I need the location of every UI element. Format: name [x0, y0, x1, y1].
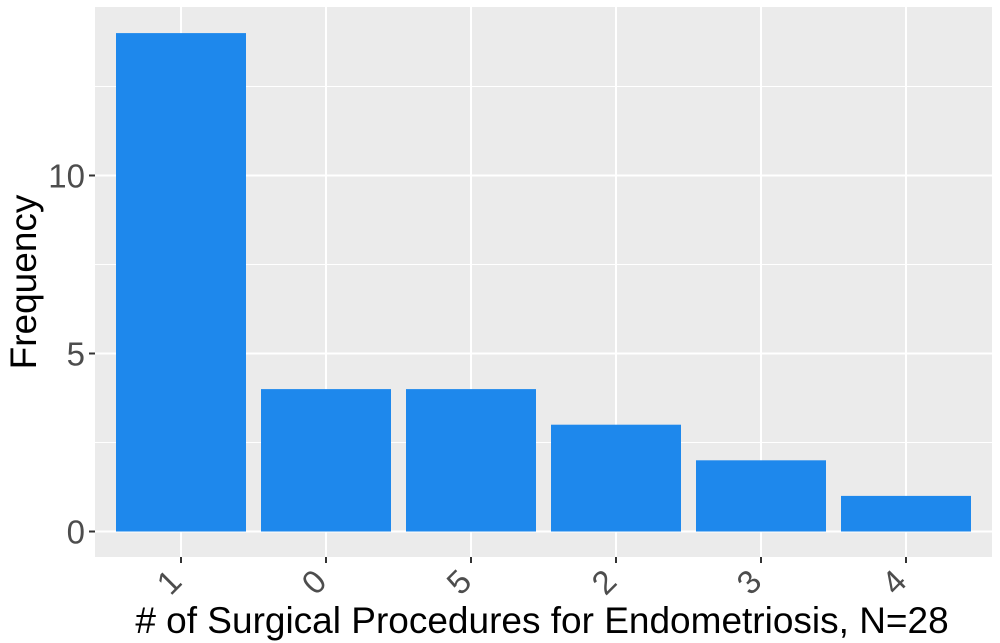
bars — [116, 33, 971, 532]
bar-5 — [406, 389, 536, 532]
x-tick-label-5: 5 — [439, 562, 478, 601]
bar-2 — [551, 424, 681, 532]
y-tick-label: 0 — [67, 514, 85, 551]
x-tick-label-1: 1 — [149, 562, 188, 601]
x-tick-label-4: 4 — [874, 562, 913, 601]
bar-4 — [841, 495, 971, 532]
y-tick-label: 5 — [67, 336, 85, 373]
bar-1 — [116, 33, 246, 532]
bar-0 — [261, 389, 391, 532]
y-axis-title: Frequency — [3, 194, 44, 369]
bar-3 — [696, 460, 826, 532]
x-tick-label-2: 2 — [584, 562, 623, 601]
y-axis-ticks: 0 5 10 — [48, 158, 95, 551]
y-tick-label: 10 — [48, 158, 85, 195]
x-axis-title: # of Surgical Procedures for Endometrios… — [135, 600, 948, 641]
x-tick-label-3: 3 — [729, 562, 768, 601]
x-tick-label-0: 0 — [294, 562, 333, 601]
x-axis-ticks: 1 0 5 2 3 4 — [149, 557, 913, 601]
